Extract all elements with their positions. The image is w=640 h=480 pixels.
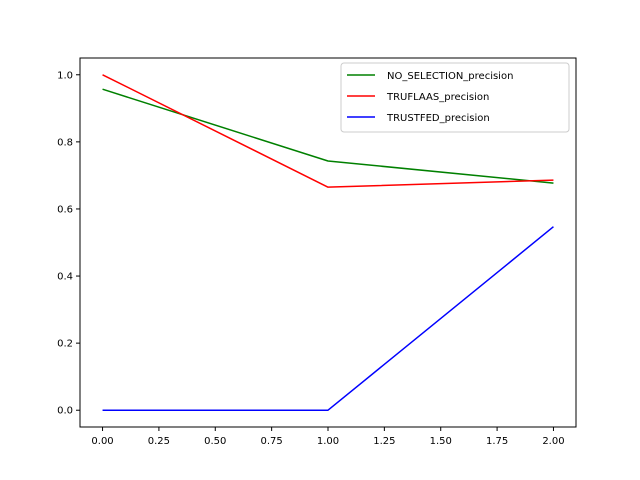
x-tick-label: 2.00 [542, 436, 564, 447]
x-tick-label: 0.50 [204, 436, 226, 447]
y-tick-label: 0.4 [57, 272, 73, 283]
legend-label: TRUSTFED_precision [386, 113, 490, 124]
legend: NO_SELECTION_precision TRUFLAAS_precision… [340, 62, 570, 133]
plot-frame [79, 57, 577, 428]
series-layer [102, 74, 554, 411]
x-axis: 0.00 0.25 0.50 0.75 1.00 1.25 1.50 1.75 2.00 [91, 427, 565, 447]
y-tick-label: 0.0 [57, 406, 73, 417]
x-tick-label: 0.25 [148, 436, 170, 447]
y-tick-label: 1.0 [57, 70, 73, 81]
series-line-truflaas-precision [102, 74, 554, 188]
legend-label: NO_SELECTION_precision [387, 71, 513, 82]
y-axis: 0.0 0.2 0.4 0.6 0.8 1.0 [57, 70, 80, 417]
y-tick-label: 0.2 [57, 339, 73, 350]
x-tick-label: 0.00 [91, 436, 113, 447]
legend-label: TRUFLAAS_precision [386, 92, 489, 103]
y-tick-label: 0.8 [57, 137, 73, 148]
x-tick-label: 1.50 [430, 436, 452, 447]
x-tick-label: 1.00 [317, 436, 339, 447]
x-tick-label: 1.75 [486, 436, 508, 447]
x-tick-label: 0.75 [261, 436, 283, 447]
legend-box [340, 62, 570, 133]
y-tick-label: 0.6 [57, 204, 73, 215]
series-line-trustfed-precision [102, 226, 554, 411]
x-tick-label: 1.25 [373, 436, 395, 447]
series-line-no-selection-precision [102, 88, 554, 184]
